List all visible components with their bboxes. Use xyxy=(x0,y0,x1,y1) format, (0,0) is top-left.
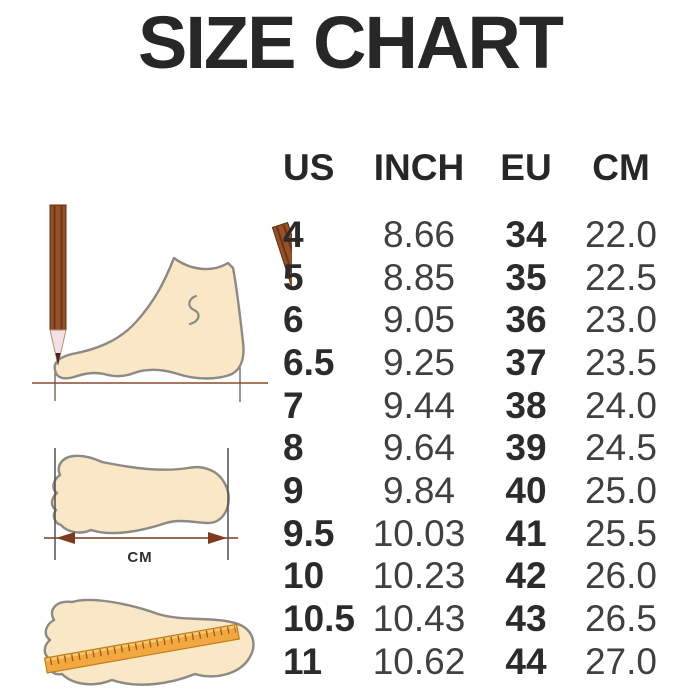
cell-inch: 10.62 xyxy=(372,640,466,682)
size-table: US INCH EU CM 4 8.66 34 22.0 5 8.85 35 22.5 6 9.05 36… xyxy=(278,143,672,683)
cell-eu: 41 xyxy=(505,512,547,554)
cell-cm: 24.0 xyxy=(584,384,657,426)
cell-cm: 23.5 xyxy=(584,341,657,383)
cell-cm: 25.0 xyxy=(584,469,657,511)
cell-us: 7 xyxy=(283,384,304,426)
cell-inch: 9.44 xyxy=(382,384,455,426)
pencil-left-icon xyxy=(49,204,67,366)
footprint-outline xyxy=(50,454,230,535)
cell-eu: 43 xyxy=(505,598,547,640)
table-row: 9.5 10.03 41 25.5 xyxy=(278,512,672,555)
cell-eu: 36 xyxy=(505,299,547,341)
cell-eu: 38 xyxy=(505,384,547,426)
cell-us: 8 xyxy=(283,427,304,469)
cell-us: 6.5 xyxy=(283,341,335,383)
cell-cm: 22.5 xyxy=(584,256,657,298)
cell-eu: 34 xyxy=(505,213,547,255)
cell-cm: 25.5 xyxy=(584,512,657,554)
cell-eu: 37 xyxy=(505,341,547,383)
footprint-ruler-icon xyxy=(43,598,255,686)
table-row: 10 10.23 42 26.0 xyxy=(278,555,672,598)
arrowhead-left xyxy=(56,532,75,544)
pencil-right-icon xyxy=(271,221,292,319)
cell-eu: 40 xyxy=(505,469,547,511)
cell-us: 9.5 xyxy=(283,512,335,554)
page-title: SIZE CHART xyxy=(138,1,564,84)
ankle-mark xyxy=(188,294,200,326)
cell-inch: 9.25 xyxy=(382,341,455,383)
cell-inch: 9.84 xyxy=(382,469,455,511)
cell-inch: 8.66 xyxy=(382,213,455,255)
size-table-body: 4 8.66 34 22.0 5 8.85 35 22.5 6 9.05 36 23.0 6.5 9.25… xyxy=(278,213,672,683)
cell-us: 9 xyxy=(283,469,304,511)
cell-inch: 8.85 xyxy=(382,256,455,298)
cell-eu: 39 xyxy=(505,427,547,469)
cell-cm: 27.0 xyxy=(584,640,657,682)
cell-us: 4 xyxy=(283,213,304,255)
table-row: 6.5 9.25 37 23.5 xyxy=(278,341,672,384)
foot-between-pencils-icon xyxy=(32,204,292,402)
cell-cm: 22.0 xyxy=(584,213,657,255)
column-header-cm: CM xyxy=(592,147,650,188)
table-row: 4 8.66 34 22.0 xyxy=(278,213,672,256)
cell-us: 10.5 xyxy=(283,598,356,640)
ruler-icon xyxy=(43,623,240,674)
cell-inch: 9.05 xyxy=(382,299,455,341)
column-header-inch: INCH xyxy=(373,147,465,188)
cell-inch: 9.64 xyxy=(382,427,455,469)
cell-cm: 23.0 xyxy=(584,299,657,341)
cell-us: 11 xyxy=(283,640,323,682)
table-row: 6 9.05 36 23.0 xyxy=(278,298,672,341)
cell-us: 5 xyxy=(283,256,304,298)
cell-inch: 10.03 xyxy=(372,512,466,554)
column-header-eu: EU xyxy=(500,147,552,188)
cell-cm: 24.5 xyxy=(584,427,657,469)
table-row: 7 9.44 38 24.0 xyxy=(278,384,672,427)
table-row: 8 9.64 39 24.5 xyxy=(278,426,672,469)
table-row: 9 9.84 40 25.0 xyxy=(278,469,672,512)
cell-cm: 26.0 xyxy=(584,555,657,597)
column-header-us: US xyxy=(283,147,335,188)
arrowhead-right xyxy=(208,532,227,544)
footprint-arrow-icon: CM xyxy=(44,448,238,566)
table-row: 11 10.62 44 27.0 xyxy=(278,640,672,683)
table-row: 10.5 10.43 43 26.5 xyxy=(278,597,672,640)
cell-eu: 42 xyxy=(505,555,547,597)
cell-us: 10 xyxy=(283,555,325,597)
cell-eu: 35 xyxy=(505,256,547,298)
cell-eu: 44 xyxy=(505,640,547,682)
foot-outline xyxy=(53,256,245,380)
table-row: 5 8.85 35 22.5 xyxy=(278,256,672,299)
cm-label: CM xyxy=(127,549,152,566)
size-table-header: US INCH EU CM xyxy=(278,143,672,193)
cell-cm: 26.5 xyxy=(584,598,657,640)
cell-us: 6 xyxy=(283,299,304,341)
cell-inch: 10.23 xyxy=(372,555,466,597)
cell-inch: 10.43 xyxy=(372,598,466,640)
